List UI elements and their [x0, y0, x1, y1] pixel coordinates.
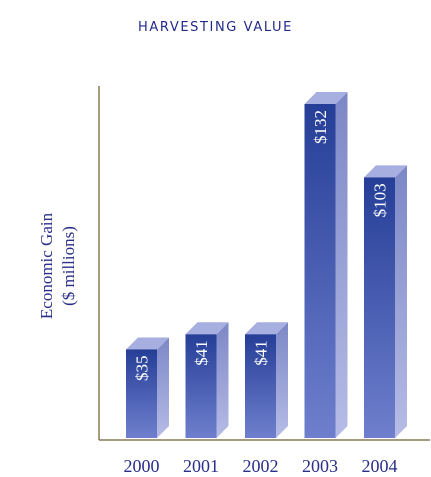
- bar-top-2004: [364, 165, 407, 178]
- chart-title: HARVESTING VALUE: [138, 20, 293, 35]
- bar-top-2002: [245, 322, 288, 335]
- y-axis-label-line-1: Economic Gain: [37, 212, 56, 319]
- y-axis-label-line-2: ($ millions): [59, 226, 78, 306]
- bar-2004: [364, 177, 395, 438]
- x-tick-2001: 2001: [183, 456, 219, 476]
- bar-side-2003: [335, 92, 348, 438]
- bar-2002: [245, 334, 276, 438]
- y-axis-label: Economic Gain ($ millions): [37, 212, 78, 319]
- bar-top-2003: [304, 92, 348, 104]
- bar-side-2001: [216, 322, 229, 438]
- data-label-2002: $41: [252, 340, 271, 366]
- x-tick-2004: 2004: [362, 456, 398, 476]
- x-tick-2000: 2000: [124, 456, 160, 476]
- bar-2003: [304, 104, 336, 438]
- bar-top-2000: [126, 337, 169, 350]
- data-label-2001: $41: [192, 340, 211, 366]
- data-label-2004: $103: [371, 183, 390, 217]
- bar-top-2001: [185, 322, 229, 335]
- bar-2001: [185, 334, 217, 438]
- bar-2000: [126, 349, 157, 438]
- bar-side-2002: [276, 322, 288, 438]
- bar-side-2004: [395, 165, 407, 438]
- bar-series: $35 2000 $41 2001 $41 2002 $132 2003 $103 2004: [124, 92, 407, 476]
- data-label-2003: $132: [311, 110, 330, 144]
- bar-side-2000: [157, 337, 169, 438]
- x-tick-2002: 2002: [243, 456, 279, 476]
- data-label-2000: $35: [133, 355, 152, 381]
- x-tick-2003: 2003: [302, 456, 338, 476]
